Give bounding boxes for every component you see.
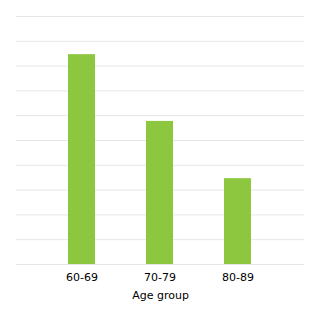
svg-text:70-79: 70-79 — [144, 271, 176, 284]
svg-text:80-89: 80-89 — [222, 271, 254, 284]
svg-text:60-69: 60-69 — [66, 271, 98, 284]
svg-text:Age group: Age group — [132, 289, 189, 302]
